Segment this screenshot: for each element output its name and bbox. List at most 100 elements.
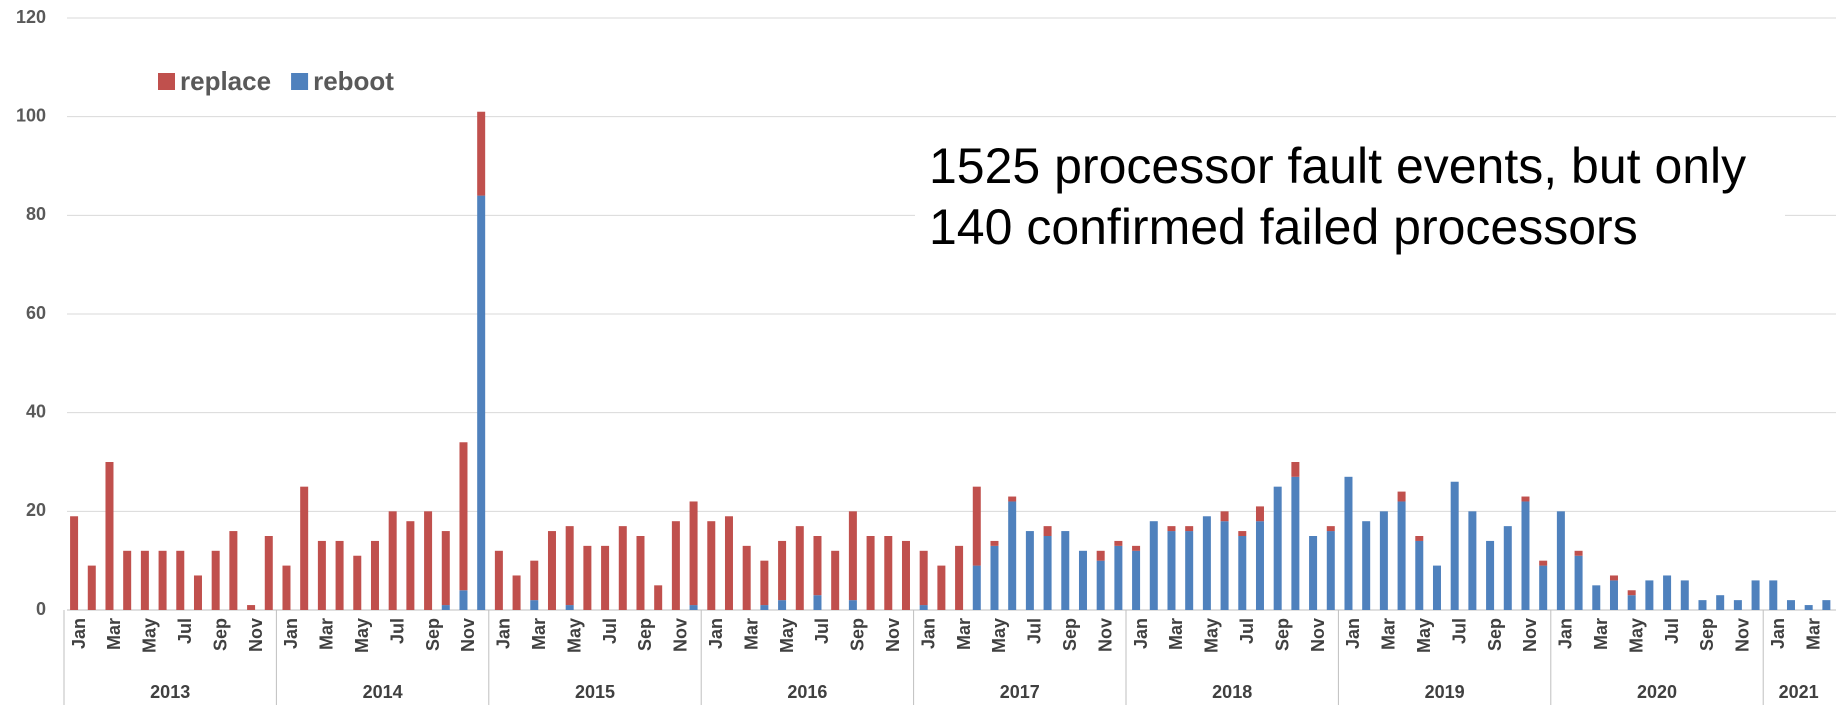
x-tick-label: Jul (1662, 618, 1682, 644)
x-tick-label: Jan (706, 618, 726, 649)
bar-segment (1609, 575, 1618, 581)
bar-segment (990, 545, 999, 610)
bar-segment (1716, 595, 1725, 610)
x-tick-label: Mar (1379, 618, 1399, 650)
bar-segment (1503, 526, 1512, 610)
bar-segment (1733, 600, 1742, 610)
bar-segment (1415, 540, 1424, 610)
bar-segment (1539, 565, 1548, 610)
x-tick-label: Mar (317, 618, 337, 650)
bar-segment (1043, 526, 1052, 536)
x-tick-label: Nov (246, 618, 266, 652)
bar-segment (1786, 600, 1795, 610)
x-tick-label: May (989, 618, 1009, 653)
bar-segment (955, 545, 964, 610)
bar-segment (1574, 550, 1583, 556)
bar-segment (335, 540, 344, 610)
y-tick-label: 40 (26, 401, 46, 421)
x-tick-label: Nov (1733, 618, 1753, 652)
bar-segment (565, 526, 574, 606)
x-tick-label: Jul (1449, 618, 1469, 644)
x-tick-label: May (564, 618, 584, 653)
x-tick-label: Sep (1485, 618, 1505, 651)
year-label: 2013 (150, 682, 190, 702)
y-tick-label: 60 (26, 303, 46, 323)
y-tick-label: 120 (16, 7, 46, 27)
x-tick-label: Jan (281, 618, 301, 649)
bar-segment (1415, 536, 1424, 541)
x-tick-label: Nov (883, 618, 903, 652)
bar-segment (1008, 496, 1017, 502)
x-tick-label: Nov (1095, 618, 1115, 652)
bar-segment (724, 516, 733, 610)
bar-segment (1627, 590, 1636, 596)
bar-segment (1114, 540, 1123, 546)
x-tick-label: Jan (494, 618, 514, 649)
bar-segment (211, 550, 220, 610)
annotation-bg (915, 135, 1785, 265)
x-tick-label: May (1414, 618, 1434, 653)
bar-segment (1450, 481, 1459, 610)
bar-segment (813, 595, 822, 610)
bar-segment (601, 545, 610, 610)
bar-segment (1167, 531, 1176, 610)
bar-segment (1486, 540, 1495, 610)
x-tick-label: Jul (1025, 618, 1045, 644)
year-label: 2018 (1212, 682, 1252, 702)
bar-segment (689, 605, 698, 610)
x-tick-label: Jul (175, 618, 195, 644)
x-tick-label: Sep (848, 618, 868, 651)
year-label: 2019 (1425, 682, 1465, 702)
bar-segment (1663, 575, 1672, 610)
bar-segment (1061, 531, 1070, 610)
bar-segment (1627, 595, 1636, 610)
bar-segment (1521, 496, 1530, 502)
bar-segment (1149, 521, 1158, 610)
bar-segment (1344, 476, 1353, 610)
bar-segment (689, 501, 698, 606)
x-tick-label: Nov (671, 618, 691, 652)
x-tick-label: Nov (1308, 618, 1328, 652)
bar-segment (866, 536, 875, 610)
bar-segment (459, 590, 468, 610)
year-label: 2017 (1000, 682, 1040, 702)
legend-label: reboot (313, 66, 394, 96)
bar-segment (70, 516, 79, 610)
bar-segment (1078, 550, 1087, 610)
x-tick-label: Jan (1343, 618, 1363, 649)
legend-swatch (158, 73, 175, 90)
bar-segment (459, 442, 468, 591)
x-tick-label: Sep (1272, 618, 1292, 651)
annotation: 140 confirmed failed processors (929, 199, 1638, 255)
x-tick-label: May (1626, 618, 1646, 653)
year-label: 2021 (1779, 682, 1819, 702)
bar-segment (105, 462, 114, 610)
bar-segment (1132, 545, 1141, 551)
bar-segment (1185, 531, 1194, 610)
bar-segment (1379, 511, 1388, 610)
bar-segment (1025, 531, 1034, 610)
x-tick-label: Sep (635, 618, 655, 651)
bar-segment (1680, 580, 1689, 610)
x-tick-label: Jan (1131, 618, 1151, 649)
bar-segment (919, 550, 928, 606)
year-label: 2020 (1637, 682, 1677, 702)
x-tick-label: Jan (1556, 618, 1576, 649)
bar-segment (831, 550, 840, 610)
bar-segment (654, 585, 663, 610)
bar-segment (848, 600, 857, 610)
bar-segment (1309, 536, 1318, 610)
bar-segment (1769, 580, 1778, 610)
bar-segment (530, 560, 539, 601)
x-tick-label: Jul (387, 618, 407, 644)
bar-segment (618, 526, 627, 610)
bar-segment (1008, 501, 1017, 610)
bar-segment (353, 555, 362, 610)
bar-segment (1397, 501, 1406, 610)
bar-segment (1132, 550, 1141, 610)
bar-segment (1114, 545, 1123, 610)
bar-segment (671, 521, 680, 610)
bar-segment (441, 605, 450, 610)
x-tick-label: Jan (69, 618, 89, 649)
bar-segment (140, 550, 149, 610)
